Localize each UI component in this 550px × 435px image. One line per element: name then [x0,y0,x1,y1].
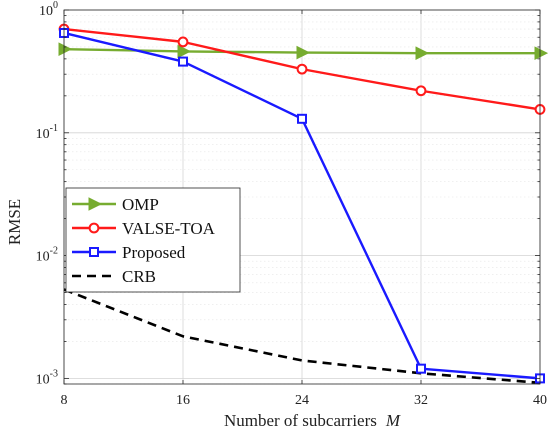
x-tick-label: 40 [533,393,547,408]
series-line [63,288,541,385]
y-tick-exponent: -3 [50,368,58,379]
circle-marker [88,222,100,234]
x-tick-label: 24 [295,393,309,408]
x-tick-labels: 8 16 24 32 40 [61,393,548,408]
y-tick-exponent: 0 [53,0,58,11]
circle-marker [415,85,427,97]
legend-item: Proposed [72,243,186,262]
circle-marker [177,36,189,48]
legend-label: VALSE-TOA [122,219,216,238]
legend-item: VALSE-TOA [72,219,216,238]
square-marker [416,363,426,374]
triangle-right-marker [534,46,549,60]
y-tick-base: 10 [39,4,53,19]
y-axis-label: RMSE [5,199,24,245]
y-tick-base: 10 [36,250,50,265]
legend: OMP VALSE-TOA Proposed CRB [65,187,241,293]
legend-label: CRB [122,267,156,286]
y-tick-base: 10 [36,372,50,387]
x-tick-label: 8 [61,393,68,408]
x-axis-label-text: Number of subcarriers [224,411,377,430]
series-layer [58,23,549,385]
triangle-right-marker [58,42,73,56]
triangle-right-marker [177,44,192,59]
axis-ticks [63,9,541,385]
x-tick-label: 16 [176,393,190,408]
series-omp [58,42,549,60]
y-tick-base: 10 [36,127,50,142]
x-tick-label: 32 [414,393,428,408]
triangle-right-marker [415,46,430,60]
y-tick-label: 10-3 [36,368,58,387]
circle-marker [296,63,308,75]
legend-label: OMP [122,195,159,214]
y-tick-label: 10-1 [36,123,58,142]
square-marker [297,113,307,124]
series-crb [63,288,541,385]
y-tick-label: 100 [39,0,58,19]
y-tick-exponent: -2 [50,246,58,257]
square-marker [178,56,188,67]
y-tick-exponent: -1 [50,123,58,134]
square-marker [89,247,99,257]
legend-label: Proposed [122,243,186,262]
legend-item: CRB [72,267,156,286]
triangle-right-marker [88,197,103,211]
x-axis-label: Number of subcarriers M [224,411,401,430]
triangle-right-marker [296,45,311,60]
x-axis-label-variable: M [385,411,401,430]
legend-item: OMP [72,195,159,214]
y-tick-label: 10-2 [36,246,58,265]
